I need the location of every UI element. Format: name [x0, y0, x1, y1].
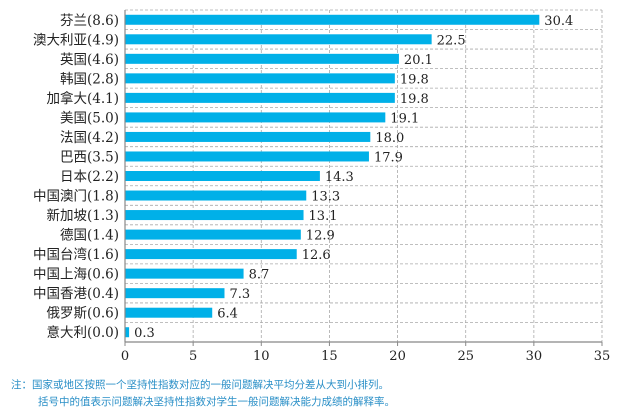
value-label: 22.5 [437, 33, 466, 48]
bar [125, 171, 320, 181]
x-tick-label: 5 [189, 349, 197, 364]
bar [125, 53, 399, 64]
category-label: 芬兰(8.6) [60, 13, 119, 29]
value-label: 7.3 [229, 287, 250, 302]
value-label: 12.9 [306, 229, 335, 244]
value-label: 6.4 [217, 307, 238, 322]
value-label: 17.9 [374, 150, 403, 165]
category-label: 中国香港(0.4) [33, 286, 119, 302]
value-label: 19.1 [390, 111, 419, 126]
category-label: 韩国(2.8) [60, 71, 119, 87]
value-label: 13.1 [309, 209, 338, 224]
bar [125, 307, 213, 318]
value-label: 19.8 [400, 92, 429, 107]
bar [125, 131, 371, 142]
value-label: 13.3 [311, 190, 340, 205]
value-label: 20.1 [404, 53, 433, 68]
category-label: 法国(4.2) [60, 130, 119, 146]
category-label: 日本(2.2) [60, 169, 119, 185]
x-tick-label: 20 [389, 349, 406, 364]
bar [125, 14, 540, 25]
bar [125, 210, 304, 221]
bar [125, 73, 395, 84]
value-label: 12.6 [302, 248, 331, 263]
category-label: 巴西(3.5) [60, 149, 119, 165]
bar [125, 327, 130, 338]
category-label: 英国(4.6) [60, 51, 119, 68]
category-label: 俄罗斯(0.6) [46, 306, 119, 322]
category-label: 德国(1.4) [60, 228, 119, 244]
bar [125, 92, 395, 103]
category-label: 中国澳门(1.8) [33, 189, 119, 205]
bar [125, 151, 369, 162]
note-line-1: 注：国家或地区按照一个坚持性指数对应的一般问题解决平均分差从大到小排列。 [11, 379, 389, 391]
bar [125, 34, 432, 45]
x-tick-label: 0 [121, 349, 129, 364]
x-tick-label: 15 [321, 349, 338, 364]
category-label: 加拿大(4.1) [46, 90, 119, 107]
note-line-2: 括号中的值表示问题解决坚持性指数对学生一般问题解决能力成绩的解释率。 [38, 396, 395, 408]
category-label: 澳大利亚(4.9) [33, 32, 119, 48]
bar [125, 112, 386, 123]
category-label: 中国台湾(1.6) [33, 246, 119, 263]
x-tick-label: 10 [253, 349, 270, 364]
x-tick-label: 25 [457, 349, 474, 364]
category-label: 新加坡(1.3) [46, 208, 119, 224]
bar [125, 190, 307, 201]
bar [125, 249, 297, 260]
value-label: 14.3 [325, 170, 354, 185]
bar [125, 229, 301, 240]
value-label: 19.8 [400, 72, 429, 87]
category-label: 美国(5.0) [60, 110, 119, 126]
bar [125, 268, 244, 279]
bar-chart: 0 5 10 15 20 25 30 35 芬兰(8.6) 30.4 澳大利亚(4.9) 22.5 英国… [33, 9, 611, 364]
value-label: 30.4 [544, 14, 573, 29]
value-label: 18.0 [375, 131, 404, 146]
value-label: 0.3 [134, 326, 155, 341]
value-label: 8.7 [249, 268, 270, 283]
category-label: 中国上海(0.6) [33, 267, 119, 283]
x-tick-label: 30 [526, 349, 543, 364]
x-tick-label: 35 [594, 349, 611, 364]
bar [125, 288, 225, 299]
category-label: 意大利(0.0) [46, 324, 119, 341]
